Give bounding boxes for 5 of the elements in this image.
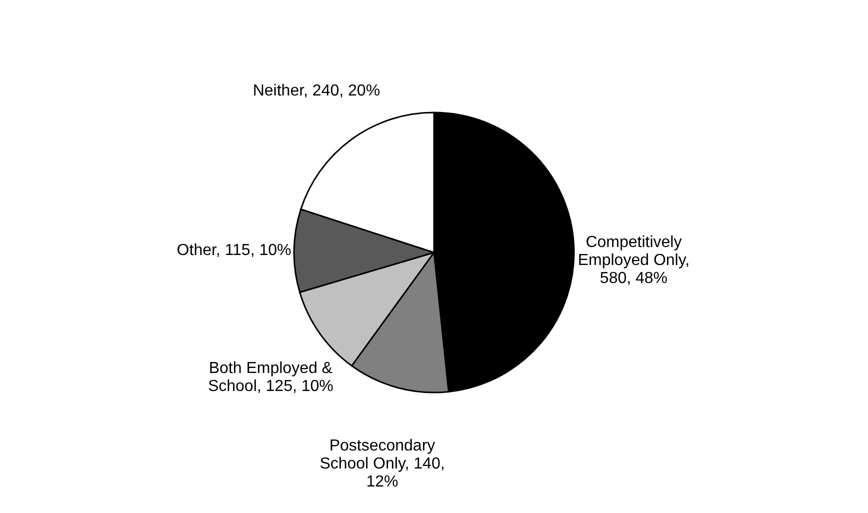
slice-label: Both Employed & School, 125, 10%: [208, 360, 334, 395]
slice-label: Postsecondary School Only, 140, 12%: [320, 438, 445, 491]
slice-label: Other, 115, 10%: [176, 242, 292, 259]
slice-label: Neither, 240, 20%: [252, 82, 380, 100]
slice-label: Competitively Employed Only, 580, 48%: [578, 234, 690, 288]
